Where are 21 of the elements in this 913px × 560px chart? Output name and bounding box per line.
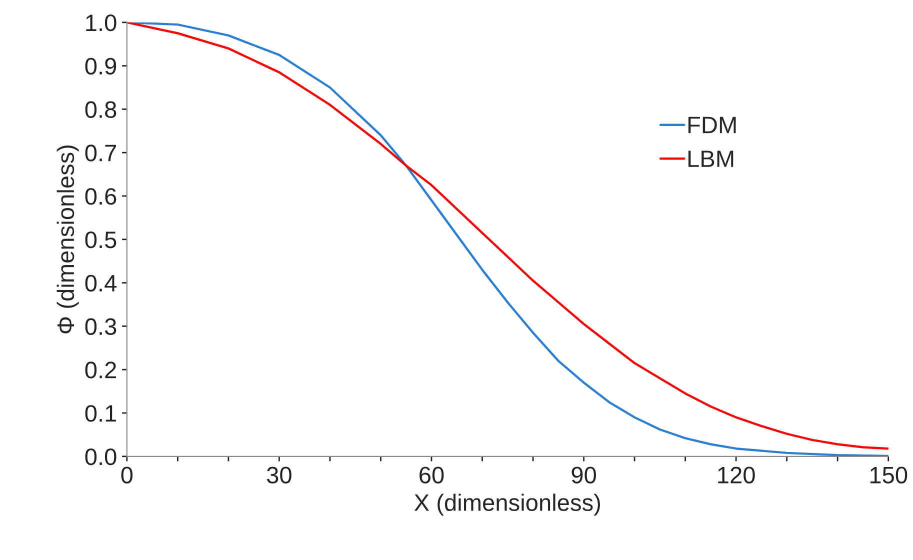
y-tick-label: 0.0 [85,448,116,466]
y-tick-label: 0.1 [85,405,116,422]
y-tick-label: 0.4 [85,274,116,292]
y-tick-label: 0.7 [85,144,116,162]
y-tick-label: 0.3 [85,318,116,335]
y-tick-label: 0.8 [85,101,116,118]
x-tick-label: 0 [121,466,133,484]
x-axis-title: X (dimensionless) [414,494,600,516]
y-tick-label: 0.6 [85,188,116,205]
legend-label: FDM [688,116,736,134]
y-tick-label: 0.5 [85,231,116,248]
y-tick-label: 0.9 [85,58,116,75]
legend-label: LBM [688,150,734,167]
y-axis-title: Φ (dimensionless) [56,145,79,334]
x-tick-label: 120 [718,466,755,484]
x-tick-label: 30 [266,466,292,484]
x-tick-label: 150 [870,466,908,484]
x-tick-label: 60 [420,466,444,484]
y-tick-label: 0.2 [85,362,116,378]
y-tick-label: 1.0 [86,14,116,32]
x-tick-label: 90 [572,466,596,484]
